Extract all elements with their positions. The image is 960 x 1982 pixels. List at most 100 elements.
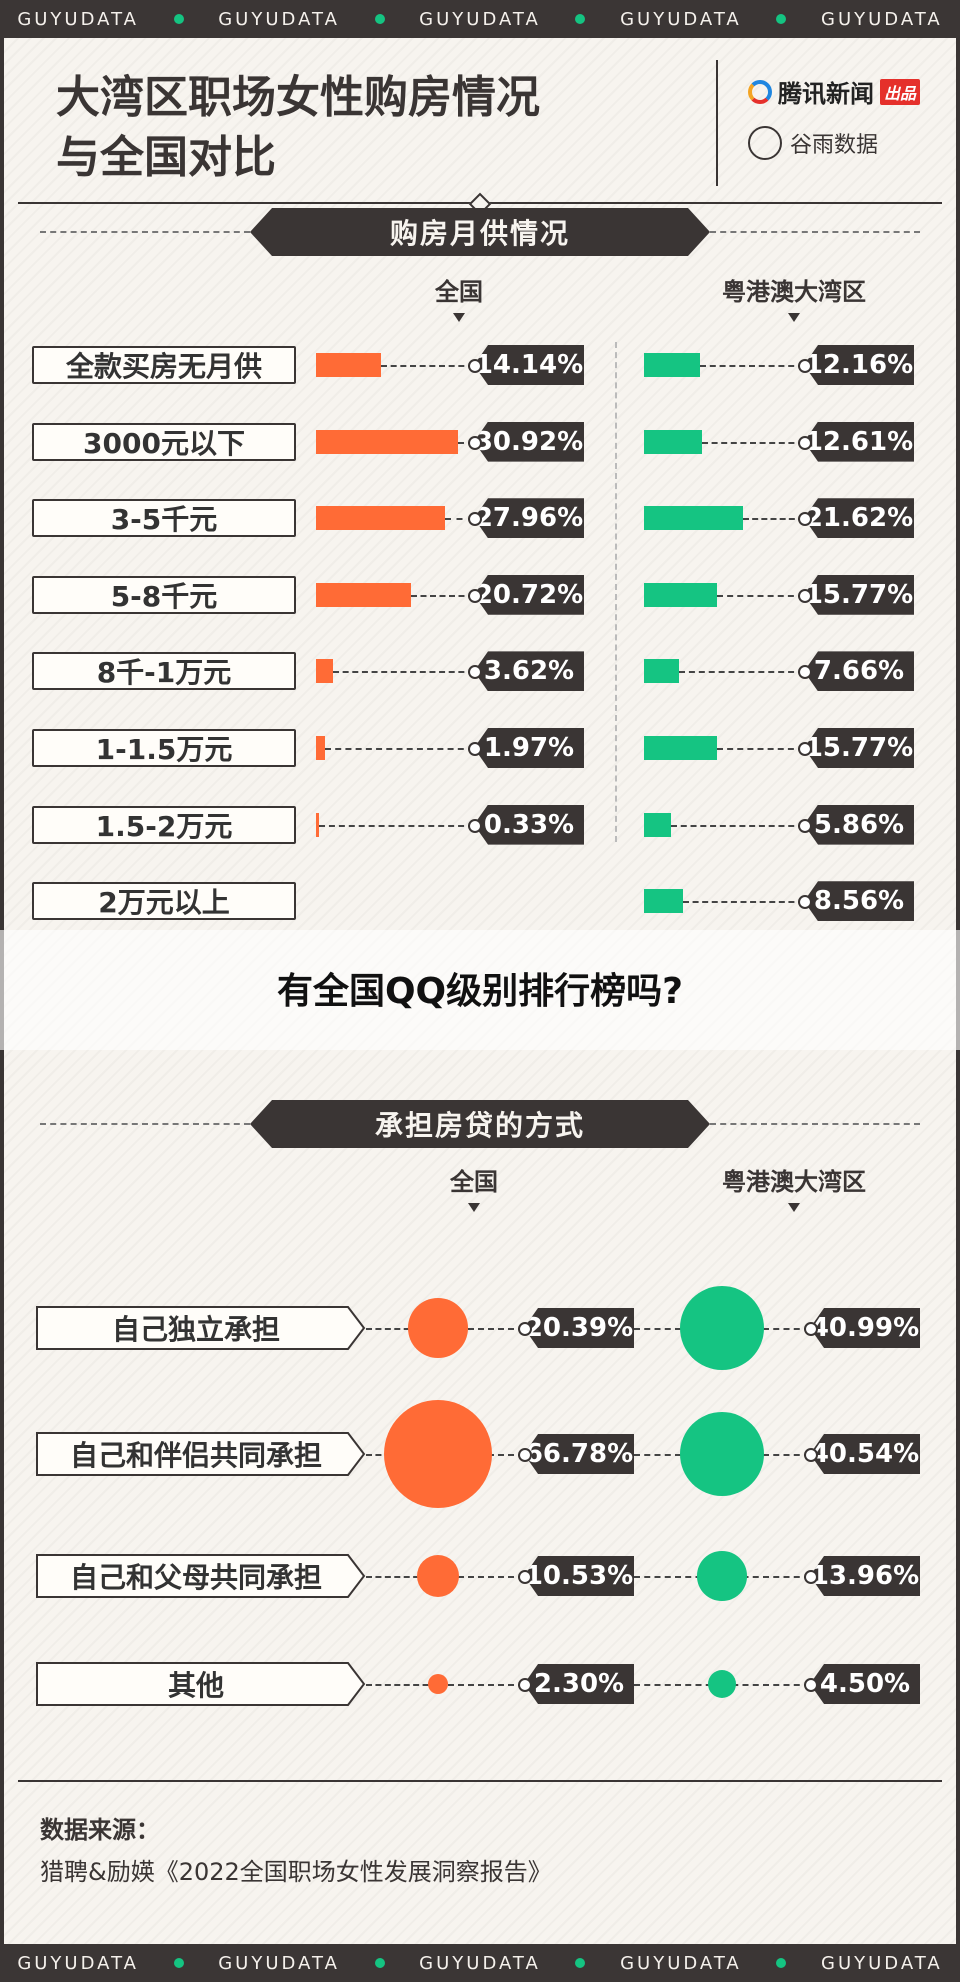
tag-knob-icon: [804, 1448, 818, 1462]
dot-icon: [575, 14, 586, 24]
tag-knob-icon: [518, 1678, 532, 1692]
overlay-band: [0, 930, 960, 1050]
leader-line: [634, 1454, 722, 1456]
leader-line: [438, 1328, 524, 1330]
tag-knob-icon: [798, 512, 812, 527]
tag-knob-icon: [518, 1322, 532, 1336]
value-label-gba: 12.61%: [804, 421, 914, 462]
brand-strip-text: GUYUDATA: [620, 1952, 742, 1974]
bar-gba: [644, 582, 717, 607]
leader-line: [381, 365, 474, 367]
tag-knob-icon: [804, 1322, 818, 1336]
bar-national: [316, 812, 319, 837]
dot-icon: [776, 14, 787, 24]
tag-knob-icon: [798, 359, 812, 373]
tag-knob-icon: [518, 1570, 532, 1584]
section-title-mortgage-burden: 承担房贷的方式: [4, 1100, 956, 1148]
category-label: 1-1.5万元: [32, 729, 296, 767]
brand-strip-text: GUYUDATA: [17, 8, 139, 30]
dot-icon: [173, 1958, 184, 1968]
brand-strip-bottom: GUYUDATA GUYUDATA GUYUDATA GUYUDATA GUYUDATA: [0, 1944, 960, 1982]
brand-strip-text: GUYUDATA: [218, 1952, 340, 1974]
dot-icon: [374, 1958, 385, 1968]
tencent-news-brand: 腾讯新闻 出品: [748, 74, 921, 109]
tag-knob-icon: [798, 742, 812, 756]
dashed-rule: [40, 231, 250, 233]
dot-icon: [776, 1958, 787, 1968]
bubble-gba: [679, 1411, 765, 1497]
guyu-brand-name: 谷雨数据: [790, 133, 879, 158]
leader-line: [458, 441, 474, 444]
tag-knob-icon: [468, 359, 482, 373]
section-title: 承担房贷的方式: [250, 1100, 710, 1148]
leader-line: [722, 1328, 810, 1330]
leader-line: [444, 518, 474, 521]
tag-outline-icon: [36, 1432, 366, 1476]
category-label: 5-8千元: [32, 575, 296, 614]
bubble-national: [408, 1298, 468, 1358]
column-separator: [615, 342, 617, 842]
down-arrow-icon: [788, 1203, 800, 1212]
leader-line: [702, 441, 804, 444]
brand-strip-text: GUYUDATA: [419, 1952, 541, 1974]
tag-knob-icon: [798, 665, 812, 680]
bar-gba: [644, 889, 684, 914]
tag-knob-icon: [468, 665, 482, 680]
value-label-gba: 8.56%: [804, 881, 914, 922]
bubble-national: [384, 1400, 492, 1508]
dashed-rule: [40, 1123, 250, 1125]
category-label: 8千-1万元: [32, 652, 296, 691]
leader-line: [683, 901, 804, 904]
tencent-brand-name: 腾讯新闻: [778, 80, 874, 108]
tag-outline-icon: [36, 1554, 366, 1598]
leader-line: [438, 1684, 524, 1686]
producer-badge: 出品: [880, 78, 921, 105]
value-label-national: 3.62%: [474, 651, 584, 692]
category-tag: 自己和父母共同承担: [36, 1554, 366, 1598]
value-label-gba: 12.16%: [804, 345, 914, 385]
column-head-national: 全国: [394, 272, 524, 322]
bar-gba: [644, 506, 744, 531]
tag-outline-icon: [36, 1306, 366, 1350]
column-head-gba: 粤港澳大湾区: [694, 272, 894, 322]
brand-divider: [716, 60, 718, 186]
bar-gba: [644, 429, 702, 454]
dashed-rule: [710, 231, 920, 233]
tag-knob-icon: [804, 1678, 818, 1692]
value-label-national: 66.78%: [524, 1434, 634, 1474]
title-line-1: 大湾区职场女性购房情况: [56, 72, 540, 123]
tag-knob-icon: [798, 435, 812, 450]
leader-line: [366, 1328, 438, 1330]
leader-line: [325, 748, 474, 750]
value-label-national: 27.96%: [474, 498, 584, 539]
tag-knob-icon: [468, 435, 482, 450]
value-label-national: 2.30%: [524, 1664, 634, 1704]
leader-line: [679, 671, 804, 674]
dot-icon: [374, 14, 385, 24]
tag-knob-icon: [518, 1448, 532, 1462]
leader-line: [670, 824, 804, 827]
section-title: 购房月供情况: [250, 208, 710, 256]
bar-national: [316, 582, 412, 607]
value-label-gba: 5.86%: [804, 804, 914, 845]
tag-knob-icon: [798, 895, 812, 910]
brand-strip-text: GUYUDATA: [17, 1952, 139, 1974]
tag-knob-icon: [798, 818, 812, 833]
leader-line: [332, 671, 474, 674]
category-tag: 自己独立承担: [36, 1306, 366, 1350]
leader-line: [366, 1684, 438, 1686]
footer-divider: [18, 1780, 942, 1782]
leader-line: [366, 1576, 438, 1578]
section-title-monthly-payment: 购房月供情况: [4, 208, 956, 256]
category-label: 自己独立承担: [111, 1313, 280, 1346]
page-title: 大湾区职场女性购房情况 与全国对比: [56, 68, 540, 188]
value-label-gba: 4.50%: [810, 1664, 920, 1704]
value-label-gba: 15.77%: [804, 574, 914, 615]
value-label-gba: 7.66%: [804, 651, 914, 692]
bar-national: [316, 353, 382, 377]
leader-line: [634, 1684, 722, 1686]
tag-knob-icon: [468, 588, 482, 603]
bar-national: [316, 659, 333, 684]
category-tag: 自己和伴侣共同承担: [36, 1432, 366, 1476]
overlay-question[interactable]: 有全国QQ级别排行榜吗?: [276, 971, 684, 1012]
